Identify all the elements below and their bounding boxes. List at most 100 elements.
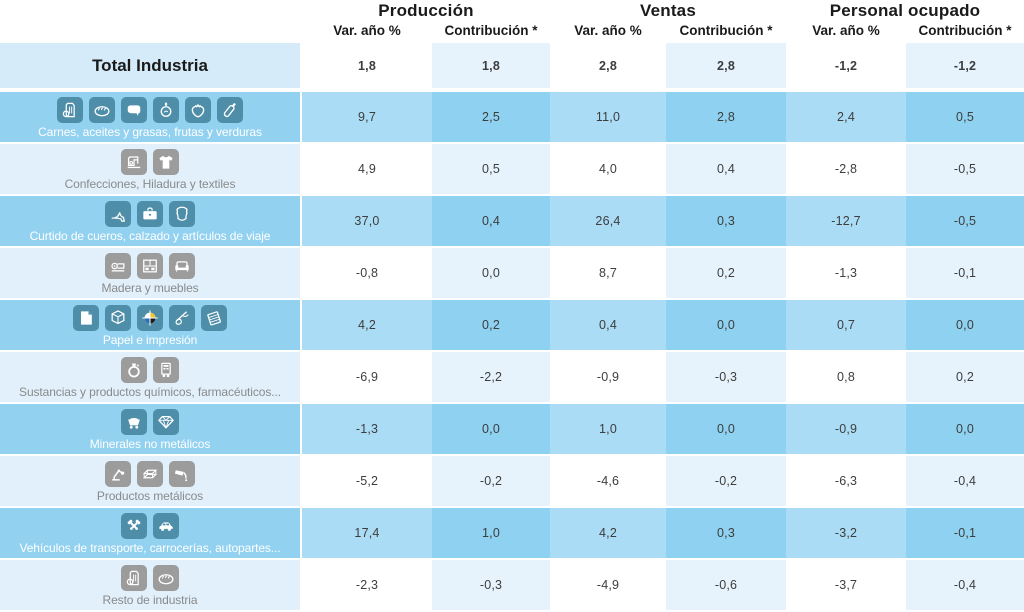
subheader-var-produccion: Var. año %	[333, 23, 401, 38]
subheader-contrib-produccion: Contribución *	[444, 23, 538, 38]
table-row: Papel e impresión 4,2 0,2 0,4 0,0 0,7 0,0	[0, 300, 1024, 352]
value-cell: -3,2	[786, 508, 906, 558]
row-label: Curtido de cueros, calzado y artículos d…	[29, 229, 271, 243]
value-cell: 0,8	[786, 352, 906, 402]
value-cell: -0,9	[786, 404, 906, 454]
header-spacer	[0, 21, 302, 40]
value-cell: -4,9	[550, 560, 666, 610]
crossed-pistons-icon	[121, 513, 147, 539]
value-cell: 0,7	[786, 300, 906, 350]
value-cell: 0,0	[666, 404, 786, 454]
category-label-cell: Sustancias y productos químicos, farmacé…	[0, 352, 302, 402]
guillotine-cutter-icon	[169, 305, 195, 331]
row-label: Total Industria	[92, 55, 208, 75]
value-cell: 0,0	[432, 404, 550, 454]
value-cell: 0,2	[906, 352, 1024, 402]
row-label: Papel e impresión	[102, 333, 198, 347]
value-cell: 2,8	[550, 43, 666, 88]
value-cell: -0,5	[906, 196, 1024, 246]
table-row-total: Total Industria 1,8 1,8 2,8 2,8 -1,2 -1,…	[0, 40, 1024, 92]
row-label: Productos metálicos	[96, 489, 204, 503]
value-cell: -0,1	[906, 248, 1024, 298]
value-cell: 0,4	[550, 300, 666, 350]
high-heel-shoe-icon	[105, 201, 131, 227]
bread-icon	[153, 565, 179, 591]
briefcase-icon	[137, 201, 163, 227]
value-cell: -0,8	[302, 248, 432, 298]
flask-icon	[121, 357, 147, 383]
cardboard-box-icon	[105, 305, 131, 331]
category-icons	[105, 201, 195, 227]
notebook-icon	[201, 305, 227, 331]
value-cell: -2,8	[786, 144, 906, 194]
table-row: Madera y muebles -0,8 0,0 8,7 0,2 -1,3 -0,1	[0, 248, 1024, 300]
oil-bottle-icon	[153, 97, 179, 123]
table-row: Sustancias y productos químicos, farmacé…	[0, 352, 1024, 404]
table-header: Producción Ventas Personal ocupado Var. …	[0, 0, 1024, 40]
value-cell: 0,3	[666, 508, 786, 558]
value-cell: 0,5	[432, 144, 550, 194]
category-label-cell: Resto de industria	[0, 560, 302, 610]
value-cell: -0,4	[906, 560, 1024, 610]
value-cell: -1,2	[786, 43, 906, 88]
table-row: Productos metálicos -5,2 -0,2 -4,6 -0,2 -6,3-…	[0, 456, 1024, 508]
category-label-cell: Curtido de cueros, calzado y artículos d…	[0, 196, 302, 246]
category-icons	[121, 565, 179, 591]
value-cell: -1,3	[302, 404, 432, 454]
value-cell: 37,0	[302, 196, 432, 246]
value-cell: -0,3	[666, 352, 786, 402]
category-icons	[121, 149, 179, 175]
value-cell: 0,4	[666, 144, 786, 194]
value-cell: -0,9	[550, 352, 666, 402]
value-cell: 0,0	[906, 300, 1024, 350]
header-group-ventas: Ventas	[639, 1, 696, 20]
row-label: Vehículos de transporte, carrocerías, au…	[19, 541, 281, 555]
value-cell: 4,0	[550, 144, 666, 194]
total-label-cell: Total Industria	[0, 43, 302, 88]
flour-bag-icon	[121, 565, 147, 591]
value-cell: 4,9	[302, 144, 432, 194]
table-row: Vehículos de transporte, carrocerías, au…	[0, 508, 1024, 560]
row-label: Carnes, aceites y grasas, frutas y verdu…	[38, 125, 262, 139]
bread-icon	[89, 97, 115, 123]
value-cell: -0,6	[666, 560, 786, 610]
value-cell: 0,5	[906, 92, 1024, 142]
bottle-icon	[217, 97, 243, 123]
diamond-icon	[153, 409, 179, 435]
table-row: Confecciones, Hiladura y textiles 4,9 0,5 4…	[0, 144, 1024, 196]
value-cell: 1,8	[432, 43, 550, 88]
value-cell: 9,7	[302, 92, 432, 142]
value-cell: 4,2	[302, 300, 432, 350]
value-cell: 1,8	[302, 43, 432, 88]
category-icons	[121, 357, 179, 383]
value-cell: -0,2	[666, 456, 786, 506]
category-icons	[121, 513, 179, 539]
value-cell: 0,0	[906, 404, 1024, 454]
crucible-icon	[169, 461, 195, 487]
row-label: Confecciones, Hiladura y textiles	[64, 177, 236, 191]
category-icons	[105, 253, 195, 279]
value-cell: -0,5	[906, 144, 1024, 194]
value-cell: 0,4	[432, 196, 550, 246]
value-cell: -0,3	[432, 560, 550, 610]
cow-icon	[121, 97, 147, 123]
value-cell: -1,2	[906, 43, 1024, 88]
table-body: Carnes, aceites y grasas, frutas y verdu…	[0, 92, 1024, 612]
row-label: Sustancias y productos químicos, farmacé…	[19, 385, 281, 399]
value-cell: 4,2	[550, 508, 666, 558]
row-label: Minerales no metálicos	[89, 437, 211, 451]
table-row: Curtido de cueros, calzado y artículos d…	[0, 196, 1024, 248]
strawberry-icon	[185, 97, 211, 123]
category-icons	[105, 461, 195, 487]
woodworking-machine-icon	[105, 253, 131, 279]
subheader-var-personal: Var. año %	[812, 23, 880, 38]
flour-bag-icon	[57, 97, 83, 123]
value-cell: -6,3	[786, 456, 906, 506]
value-cell: -0,4	[906, 456, 1024, 506]
table-row: Carnes, aceites y grasas, frutas y verdu…	[0, 92, 1024, 144]
table-row: Resto de industria -2,3 -0,3 -4,9 -0,6 -3,7 -0…	[0, 560, 1024, 612]
value-cell: -6,9	[302, 352, 432, 402]
value-cell: 2,8	[666, 92, 786, 142]
value-cell: 11,0	[550, 92, 666, 142]
